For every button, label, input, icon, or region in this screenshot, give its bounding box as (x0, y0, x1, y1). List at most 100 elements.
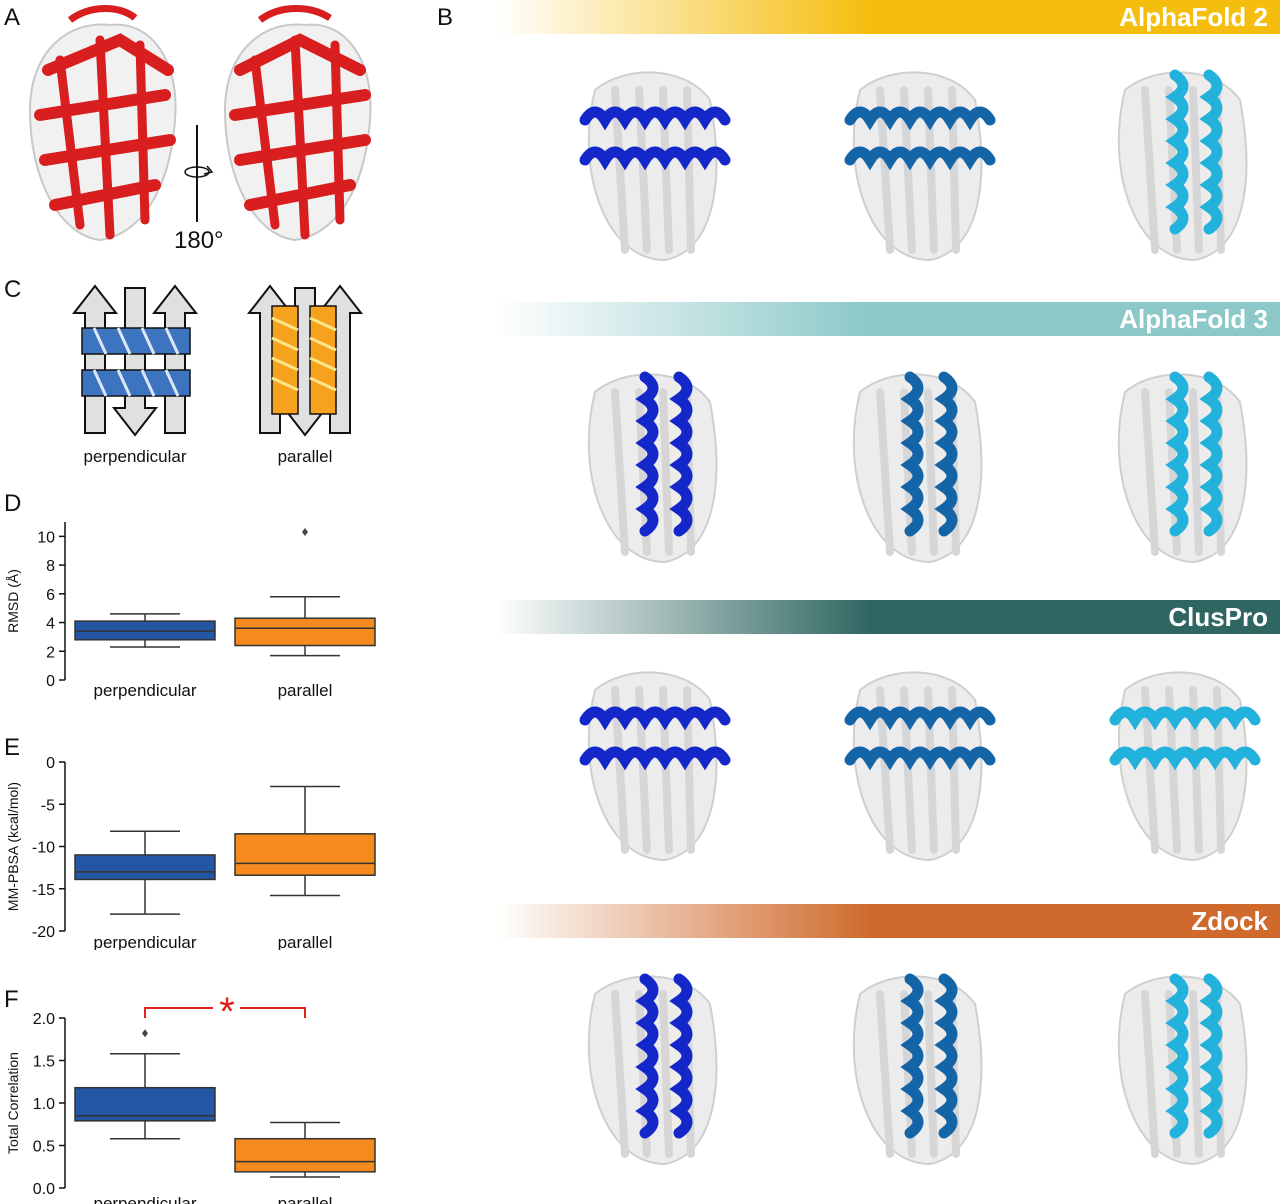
y-tick-label: 2 (46, 644, 55, 661)
y-tick-label: 4 (46, 616, 55, 633)
panel-f-letter: F (4, 986, 19, 1013)
beta-strand (1189, 990, 1203, 1158)
peptide-helix (579, 706, 731, 731)
method-band-alphafold2: AlphaFold 2 (495, 0, 1280, 34)
category-label-perpendicular: perpendicular (93, 681, 196, 700)
method-label-alphafold3: AlphaFold 3 (1119, 304, 1268, 334)
peptide-helix (844, 146, 996, 171)
structure-alphafold2-3 (1117, 69, 1248, 262)
panel-a-structures: 180° (28, 5, 372, 254)
y-axis-label: RMSD (Å) (5, 569, 21, 633)
method-label-cluspro: ClusPro (1168, 602, 1268, 632)
peptide-helix (900, 371, 924, 537)
category-label-perpendicular: perpendicular (93, 1194, 196, 1204)
protein-scaffold (1117, 671, 1248, 862)
category-label-parallel: parallel (278, 681, 333, 700)
box-iqr (234, 833, 376, 876)
box-perpendicular (74, 830, 216, 915)
peptide-helix (1109, 746, 1261, 771)
panel-d-letter: D (4, 490, 22, 517)
rotation-arrow-icon (184, 125, 214, 222)
beta-strand (1141, 86, 1159, 254)
box-iqr (74, 854, 216, 881)
peptide-helix (635, 371, 659, 537)
peptide-helix (844, 746, 996, 771)
structure-alphafold3-2 (852, 371, 983, 564)
peptide-helix (669, 371, 693, 537)
y-tick-label: 1.0 (33, 1096, 55, 1113)
y-tick-label: 2.0 (33, 1011, 55, 1028)
structure-alphafold2-2 (844, 71, 996, 262)
peptide-helix (1199, 973, 1223, 1139)
significance-bracket (144, 1007, 306, 1018)
structure-zdock-1 (587, 973, 718, 1166)
structure-alphafold3-1 (587, 371, 718, 564)
method-label-alphafold2: AlphaFold 2 (1119, 2, 1268, 32)
structure-cluspro-3 (1109, 671, 1261, 862)
y-tick-label: 6 (46, 587, 55, 604)
panel-e-letter: E (4, 734, 21, 761)
peptide-helix (1199, 371, 1223, 537)
peptide-helix (844, 106, 996, 131)
schematic-label-perpendicular: perpendicular (83, 447, 186, 466)
protein-scaffold (852, 671, 983, 862)
perpendicular-schematic (71, 284, 199, 437)
outlier-point (302, 528, 308, 537)
box-perpendicular (74, 613, 216, 648)
method-label-zdock: Zdock (1191, 906, 1268, 936)
box-parallel (234, 1121, 376, 1178)
beta-strand (1189, 388, 1203, 556)
y-axis-label: MM-PBSA (kcal/mol) (5, 782, 21, 911)
peptide-helix (844, 706, 996, 731)
peptide-helix (579, 746, 731, 771)
outlier-point (142, 1029, 148, 1038)
peptide-helix (635, 973, 659, 1139)
beta-strand (1141, 990, 1159, 1158)
parallel-schematic (246, 284, 364, 437)
box-parallel (234, 528, 376, 657)
panel-c-letter: C (4, 276, 22, 303)
protein-structure-left (28, 5, 177, 242)
panel-a-letter: A (4, 4, 21, 31)
y-tick-label: 8 (46, 558, 55, 575)
box-parallel (234, 785, 376, 897)
beta-strand (1189, 86, 1203, 254)
box-perpendicular (74, 1029, 216, 1140)
beta-strand (611, 388, 629, 556)
y-tick-label: 0 (46, 755, 55, 772)
significance-star: * (219, 990, 235, 1034)
beta-strand (876, 990, 894, 1158)
peptide-helix (1109, 706, 1261, 731)
peptide-helix (934, 371, 958, 537)
category-label-perpendicular: perpendicular (93, 933, 196, 950)
box-iqr (234, 1137, 376, 1173)
peptide-helix (1199, 69, 1223, 235)
rotation-label: 180° (174, 227, 224, 254)
beta-strand (924, 388, 938, 556)
beta-strand (876, 388, 894, 556)
structure-cluspro-1 (579, 671, 731, 862)
y-tick-label: 0.5 (33, 1139, 55, 1156)
method-band-zdock: Zdock (495, 904, 1280, 938)
panel-f-correlation-boxplot: 0.0 0.5 1.0 1.5 2.0 Total Correlation perpendi… (5, 990, 376, 1204)
panel-d-rmsd-boxplot: 0 2 4 6 8 10 RMSD (Å) perpendicular parallel (5, 522, 376, 700)
y-tick-label: -15 (32, 882, 55, 899)
category-label-parallel: parallel (278, 933, 333, 950)
box-iqr (234, 617, 376, 647)
peptide-helix (900, 973, 924, 1139)
protein-structure-right (223, 5, 372, 242)
y-tick-label: -5 (41, 797, 55, 814)
panel-b-letter: B (437, 4, 454, 31)
protein-scaffold (852, 71, 983, 262)
structure-alphafold2-1 (579, 71, 731, 262)
panel-c-schematic: perpendicular parallel (71, 284, 364, 466)
beta-strand (659, 990, 673, 1158)
y-tick-label: 0 (46, 673, 55, 690)
y-tick-label: 1.5 (33, 1054, 55, 1071)
structure-zdock-3 (1117, 973, 1248, 1166)
panel-b-structure-grid (579, 69, 1261, 1166)
y-tick-label: 0.0 (33, 1181, 55, 1198)
peptide-helix (579, 106, 731, 131)
structure-alphafold3-3 (1117, 371, 1248, 564)
protein-scaffold (587, 71, 718, 262)
